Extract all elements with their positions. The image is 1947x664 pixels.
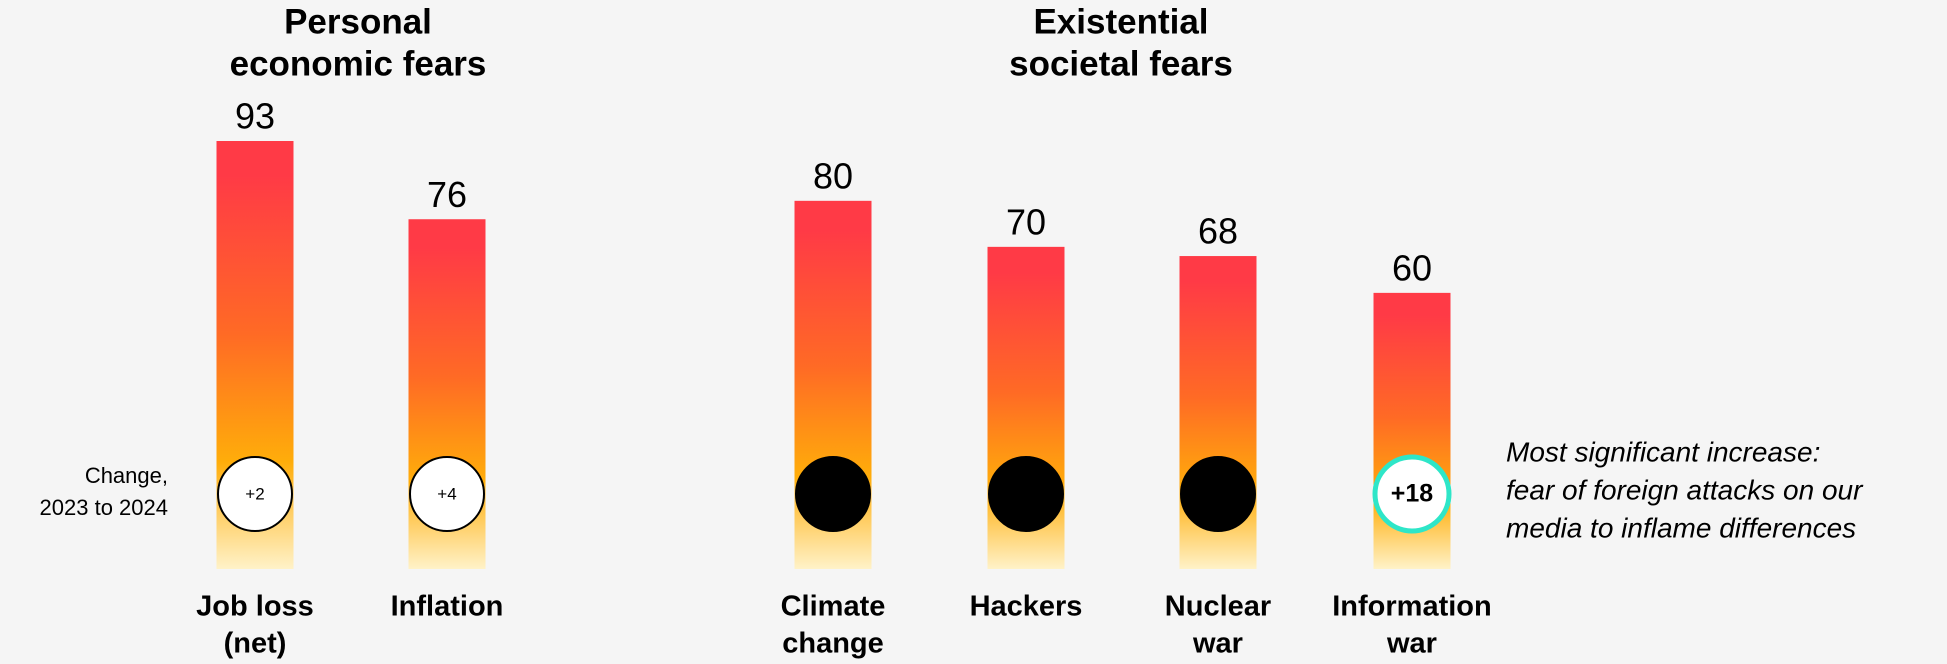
change-label: +2: [245, 484, 264, 503]
change-marker: [988, 456, 1064, 532]
change-label: -3: [1210, 484, 1225, 503]
change-marker: [409, 456, 485, 532]
category-label: Hackers: [970, 591, 1083, 623]
annotation: media to inflame differences: [1506, 512, 1856, 543]
group-title: economic fears: [230, 44, 487, 83]
category-label: Inflation: [391, 591, 504, 623]
change-label: +18: [1391, 480, 1434, 508]
group-title: societal fears: [1009, 44, 1233, 83]
change-marker: [795, 456, 871, 532]
change-label: -4: [1018, 484, 1033, 503]
category-label: Job loss: [196, 591, 314, 623]
change-label: -1: [825, 484, 840, 503]
value-label: 60: [1392, 247, 1432, 288]
category-label: (net): [224, 628, 287, 660]
change-axis-label: 2023 to 2024: [40, 495, 168, 520]
value-label: 76: [427, 174, 467, 215]
category-label: Information: [1332, 591, 1492, 623]
change-marker: [217, 456, 293, 532]
value-label: 93: [235, 96, 275, 137]
value-label: 68: [1198, 211, 1238, 252]
change-axis-label: Change,: [85, 463, 168, 488]
category-label: war: [1386, 628, 1437, 660]
value-label: 80: [813, 155, 853, 196]
group-title: Personal: [284, 2, 432, 41]
change-marker: [1372, 454, 1452, 534]
value-label: 70: [1006, 201, 1046, 242]
annotation: fear of foreign attacks on our: [1506, 474, 1864, 505]
category-label: Climate: [781, 591, 886, 623]
category-label: war: [1192, 628, 1243, 660]
change-marker: [1180, 456, 1256, 532]
group-title: Existential: [1033, 2, 1208, 41]
change-label: +4: [437, 484, 456, 503]
category-label: Nuclear: [1165, 591, 1271, 623]
annotation: Most significant increase:: [1506, 436, 1820, 467]
category-label: change: [782, 628, 884, 660]
